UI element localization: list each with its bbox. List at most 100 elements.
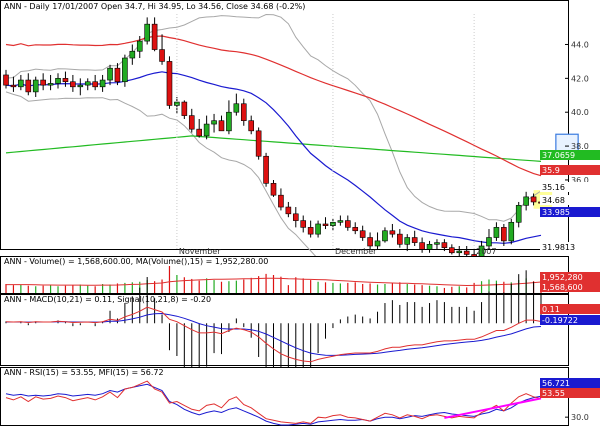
candle-body <box>181 101 188 116</box>
price-tag-bg <box>540 242 600 252</box>
candle-body <box>530 196 537 203</box>
volume-tag-text: 1,568,600 <box>542 283 583 292</box>
mfi-line <box>5 383 542 426</box>
candle-body <box>404 237 411 245</box>
candle-body <box>270 183 277 196</box>
x-axis-label: 2007 <box>476 247 496 256</box>
bollinger-upper <box>5 13 542 222</box>
x-axis-label: November <box>179 247 221 256</box>
volume-tag-bg <box>540 272 600 282</box>
candle-body <box>77 84 84 88</box>
candle-body <box>411 237 418 243</box>
candle-body <box>434 242 440 245</box>
candle-body <box>285 206 292 215</box>
candle-body <box>233 103 240 113</box>
price-tag-text: 37.0659 <box>542 151 575 160</box>
candle-body <box>345 220 351 228</box>
rsi-tag-text: 53.55 <box>542 389 565 398</box>
candle-body <box>122 57 128 83</box>
candle-body <box>114 67 121 83</box>
price-tag-text: 31.9813 <box>542 243 575 252</box>
candle-body <box>278 194 284 208</box>
candle-body <box>174 101 180 106</box>
rsi-line <box>5 380 542 424</box>
candle-body <box>248 120 255 132</box>
price-tag-text: 35.16 <box>542 183 565 192</box>
candle-body <box>315 223 321 235</box>
candle-body <box>25 79 32 93</box>
candle-body <box>84 81 91 86</box>
candle-body <box>367 237 373 247</box>
candle-body <box>486 237 492 247</box>
rsi-lines <box>5 380 542 426</box>
price-y-tick-label: 42.0 <box>571 74 589 83</box>
volume-tag-bg <box>540 282 600 292</box>
candle-body <box>292 213 299 221</box>
candle-body <box>211 120 217 125</box>
candle-body <box>226 111 232 132</box>
candle-body <box>10 84 17 88</box>
price-panel-frame <box>0 0 569 250</box>
price-tag-bg <box>540 195 600 205</box>
price-tag-text: 34.68 <box>542 196 565 205</box>
rsi-y-tick-label: 30.0 <box>571 413 589 422</box>
candle-body <box>151 23 158 50</box>
rsi-title: ANN - RSI(15) = 53.55, MFI(15) = 56.72 <box>4 368 164 377</box>
volume-title: ANN - Volume() = 1,568,600.00, MA(Volume… <box>4 257 268 266</box>
ma50-line <box>5 35 542 177</box>
price-value-tags: 37.0659 35.9 35.16 34.68 33.985 31.9813 <box>540 150 600 252</box>
price-tag-bg <box>540 150 600 160</box>
candle-body <box>330 221 336 226</box>
volume-panel: ANN - Volume() = 1,568,600.00, MA(Volume… <box>0 256 600 294</box>
macd-line <box>5 306 542 363</box>
volume-ma-line <box>6 277 542 287</box>
candle-body <box>129 50 136 59</box>
candle-body <box>3 74 9 86</box>
candle-body <box>359 230 366 238</box>
price-title: ANN - Daily 17/01/2007 Open 34.7, Hi 34.… <box>4 2 305 11</box>
candle-body <box>456 250 463 254</box>
macd-lines <box>5 306 542 363</box>
macd-value-tags: 0.11 -0.19722 <box>540 304 600 325</box>
macd-tag-bg <box>540 304 600 314</box>
candle-body <box>240 103 247 121</box>
candle-body <box>501 227 507 242</box>
candle-body <box>515 205 522 223</box>
candle-body <box>92 81 98 88</box>
macd-tag-text: -0.19722 <box>542 316 578 325</box>
candle-body <box>374 240 381 247</box>
price-panel: ANN - Daily 17/01/2007 Open 34.7, Hi 34.… <box>0 0 600 294</box>
candle-body <box>463 250 470 255</box>
candle-body <box>397 233 403 245</box>
candle-body <box>18 79 24 88</box>
rsi-tag-bg <box>540 378 600 388</box>
candle-body <box>307 227 314 235</box>
rsi-panel: ANN - RSI(15) = 53.55, MFI(15) = 56.72 3… <box>0 367 600 426</box>
price-tag-text: 35.9 <box>542 166 560 175</box>
candle-body <box>166 61 173 106</box>
price-y-tick-label: 44.0 <box>571 40 589 49</box>
candle-body <box>40 79 46 86</box>
candle-body <box>188 115 195 130</box>
candle-body <box>47 83 54 86</box>
candle-body <box>99 79 106 88</box>
price-y-tick-label: 36.0 <box>571 176 589 185</box>
rsi-y-axis: 30.0 <box>565 413 589 422</box>
candle-body <box>218 120 225 132</box>
candle-body <box>426 243 433 250</box>
price-x-axis: November December 2007 <box>176 14 496 256</box>
candle-body <box>55 78 61 84</box>
price-tag-bg <box>540 182 600 192</box>
candle-body <box>352 227 359 232</box>
price-y-tick-label: 38.0 <box>571 142 589 151</box>
price-candles <box>3 17 544 263</box>
x-axis-label: December <box>335 247 377 256</box>
macd-title: ANN - MACD(10,21) = 0.11, Signal(10,21,8… <box>4 295 211 304</box>
price-tag-bg <box>540 207 600 217</box>
candle-body <box>203 123 210 137</box>
candle-body <box>441 242 448 248</box>
rsi-trendline <box>444 397 542 419</box>
candle-body <box>337 220 344 223</box>
candle-body <box>159 49 165 62</box>
